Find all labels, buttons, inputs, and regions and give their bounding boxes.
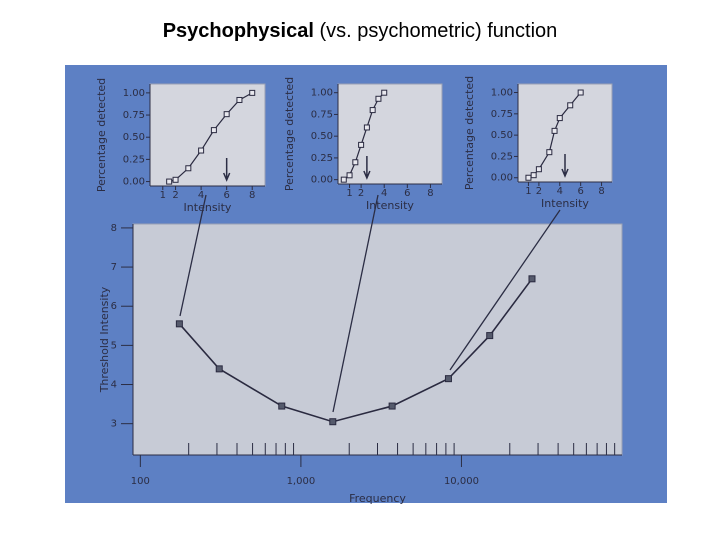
data-point bbox=[369, 107, 376, 114]
data-point bbox=[388, 402, 396, 410]
data-point bbox=[215, 365, 223, 373]
y-tick-label: 7 bbox=[111, 262, 117, 273]
data-point bbox=[166, 178, 173, 185]
data-point bbox=[525, 174, 532, 181]
y-tick-label: 1.00 bbox=[491, 88, 513, 99]
connector bbox=[179, 194, 207, 317]
y-tick-label: 4 bbox=[111, 380, 117, 391]
x-tick-label: 6 bbox=[404, 188, 410, 199]
y-tick-label: 0.25 bbox=[123, 154, 145, 165]
plot-area bbox=[149, 83, 266, 187]
connector bbox=[332, 194, 379, 413]
data-point bbox=[249, 89, 256, 96]
data-point bbox=[172, 176, 179, 183]
data-point bbox=[358, 141, 365, 148]
y-axis-label: Percentage detected bbox=[283, 77, 296, 191]
x-tick-label: 6 bbox=[223, 190, 229, 201]
y-tick-label: 6 bbox=[111, 301, 117, 312]
data-point bbox=[567, 102, 574, 109]
y-tick-label: 0.50 bbox=[123, 132, 145, 143]
y-tick-label: 5 bbox=[111, 340, 117, 351]
data-point bbox=[185, 165, 192, 172]
x-tick-label: 6 bbox=[577, 186, 583, 197]
y-axis-label: Percentage detected bbox=[463, 76, 476, 190]
data-point bbox=[346, 172, 353, 179]
y-tick-label: 0.50 bbox=[311, 131, 333, 142]
y-axis-label: Threshold Intensity bbox=[98, 286, 111, 393]
y-tick-label: 0.00 bbox=[311, 175, 333, 186]
x-tick-label: 1,000 bbox=[287, 476, 316, 487]
data-point bbox=[363, 124, 370, 131]
x-tick-label: 4 bbox=[198, 190, 204, 201]
x-tick-label: 8 bbox=[598, 186, 604, 197]
connector bbox=[449, 209, 561, 371]
x-tick-label: 1 bbox=[160, 190, 166, 201]
x-axis-label: Intensity bbox=[184, 201, 232, 214]
data-point bbox=[486, 332, 494, 340]
x-tick-label: 100 bbox=[131, 476, 150, 487]
y-tick-label: 0.00 bbox=[491, 173, 513, 184]
charts: 0.000.250.500.751.001 2 4 6 8IntensityPercen… bbox=[95, 76, 623, 505]
y-tick-label: 1.00 bbox=[311, 88, 333, 99]
series-line bbox=[178, 278, 533, 423]
data-point bbox=[556, 115, 563, 122]
x-axis-label: Intensity bbox=[541, 197, 589, 210]
data-point bbox=[210, 127, 217, 134]
data-point bbox=[198, 147, 205, 154]
threshold-arrow bbox=[222, 158, 231, 182]
y-tick-label: 0.75 bbox=[491, 109, 513, 120]
x-tick-label: 2 bbox=[172, 190, 178, 201]
x-tick-label: 4 bbox=[557, 186, 563, 197]
data-point bbox=[352, 159, 359, 166]
y-tick-label: 3 bbox=[111, 419, 117, 430]
plot-area bbox=[132, 223, 623, 456]
y-axis-label: Percentage detected bbox=[95, 78, 108, 192]
data-point bbox=[577, 89, 584, 96]
data-point bbox=[551, 127, 558, 134]
y-tick-label: 0.25 bbox=[311, 153, 333, 164]
title-rest: (vs. psychometric) function bbox=[319, 20, 558, 42]
x-tick-label: 10,000 bbox=[444, 476, 479, 487]
threshold-arrow bbox=[561, 154, 569, 178]
data-point bbox=[528, 275, 536, 283]
x-tick-label: 1 bbox=[525, 186, 531, 197]
x-axis-label: Frequency bbox=[349, 492, 406, 505]
data-point bbox=[535, 166, 542, 173]
y-tick-label: 0.00 bbox=[123, 177, 145, 188]
y-tick-label: 0.75 bbox=[123, 110, 145, 121]
data-point bbox=[381, 89, 388, 96]
x-tick-label: 2 bbox=[536, 186, 542, 197]
threshold-arrow bbox=[363, 156, 371, 180]
data-point bbox=[530, 172, 537, 179]
x-tick-label: 8 bbox=[427, 188, 433, 199]
y-tick-label: 0.25 bbox=[491, 151, 513, 162]
plot-area bbox=[337, 83, 443, 185]
slide-title: Psychophysical (vs. psychometric) functi… bbox=[0, 20, 720, 43]
data-point bbox=[444, 375, 452, 383]
data-point bbox=[375, 95, 382, 102]
data-point bbox=[546, 149, 553, 156]
data-point bbox=[175, 320, 183, 328]
y-tick-label: 8 bbox=[111, 223, 117, 234]
y-tick-label: 0.50 bbox=[491, 130, 513, 141]
data-point bbox=[340, 176, 347, 183]
y-tick-label: 1.00 bbox=[123, 88, 145, 99]
title-bold: Psychophysical bbox=[162, 20, 314, 42]
x-tick-label: 8 bbox=[249, 190, 255, 201]
x-tick-label: 2 bbox=[358, 188, 364, 199]
x-axis-label: Intensity bbox=[366, 199, 414, 212]
data-point bbox=[223, 111, 230, 118]
data-point bbox=[236, 96, 243, 103]
x-tick-label: 1 bbox=[346, 188, 352, 199]
data-point bbox=[278, 402, 286, 410]
connector-arrows bbox=[179, 194, 561, 413]
x-tick-label: 4 bbox=[381, 188, 387, 199]
data-point bbox=[329, 418, 337, 426]
y-tick-label: 0.75 bbox=[311, 109, 333, 120]
